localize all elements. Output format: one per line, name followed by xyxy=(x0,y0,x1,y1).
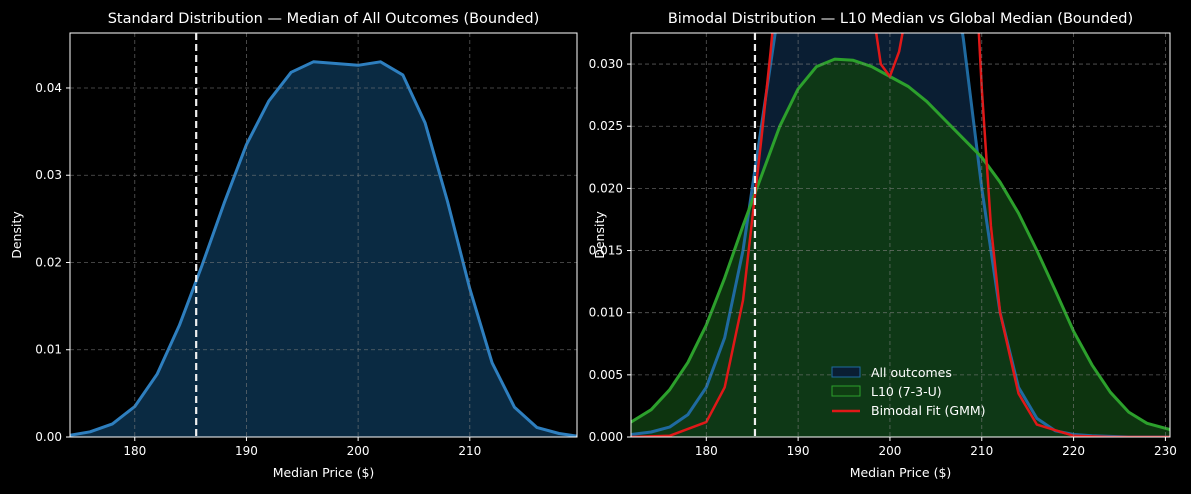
x-tick-label: 180 xyxy=(695,444,718,458)
legend-swatch-0 xyxy=(831,366,861,378)
x-tick-label: 210 xyxy=(970,444,993,458)
legend-label-0: All outcomes xyxy=(871,365,952,380)
x-tick-label: 180 xyxy=(123,444,146,458)
y-tick-label: 0.00 xyxy=(35,430,62,444)
y-tick-label: 0.005 xyxy=(589,368,623,382)
y-tick-label: 0.01 xyxy=(35,343,62,357)
series-0-line xyxy=(631,33,1170,437)
series-2-line xyxy=(631,33,1170,437)
plot-frame xyxy=(69,32,578,438)
y-tick-label: 0.04 xyxy=(35,81,62,95)
series-1-area xyxy=(631,59,1170,437)
x-tick-label: 230 xyxy=(1154,444,1177,458)
x-tick-label: 200 xyxy=(878,444,901,458)
series-1-line xyxy=(631,57,1170,431)
legend-label-1: L10 (7-3-U) xyxy=(871,384,942,399)
y-tick-label: 0.020 xyxy=(589,181,623,195)
legend-swatch-1 xyxy=(831,385,861,397)
y-axis-label: Density xyxy=(9,211,24,259)
right-chart-panel: Bimodal Distribution — L10 Median vs Glo… xyxy=(589,11,1177,480)
chart-title: Standard Distribution — Median of All Ou… xyxy=(108,11,540,27)
x-tick-label: 190 xyxy=(235,444,258,458)
y-tick-label: 0.03 xyxy=(35,168,62,182)
y-tick-label: 0.010 xyxy=(589,306,623,320)
x-axis-label: Median Price ($) xyxy=(273,465,375,480)
y-tick-label: 0.015 xyxy=(589,244,623,258)
series-layer xyxy=(631,33,1170,437)
x-tick-label: 190 xyxy=(787,444,810,458)
series-0-line xyxy=(70,60,577,437)
x-tick-label: 200 xyxy=(347,444,370,458)
x-axis-label: Median Price ($) xyxy=(850,465,952,480)
y-tick-label: 0.02 xyxy=(35,255,62,269)
chart-title: Bimodal Distribution — L10 Median vs Glo… xyxy=(668,11,1133,27)
y-tick-label: 0.030 xyxy=(589,57,623,71)
y-tick-label: 0.025 xyxy=(589,119,623,133)
legend: All outcomes L10 (7-3-U) Bimodal Fit (GMM) xyxy=(831,365,986,418)
y-axis-label: Density xyxy=(592,211,607,259)
left-chart-panel: Standard Distribution — Median of All Ou… xyxy=(9,11,578,480)
series-layer xyxy=(70,33,577,437)
plot-frame xyxy=(630,32,1171,438)
y-tick-label: 0.000 xyxy=(589,430,623,444)
legend-label-2: Bimodal Fit (GMM) xyxy=(871,403,986,418)
x-tick-label: 220 xyxy=(1062,444,1085,458)
x-tick-label: 210 xyxy=(458,444,481,458)
